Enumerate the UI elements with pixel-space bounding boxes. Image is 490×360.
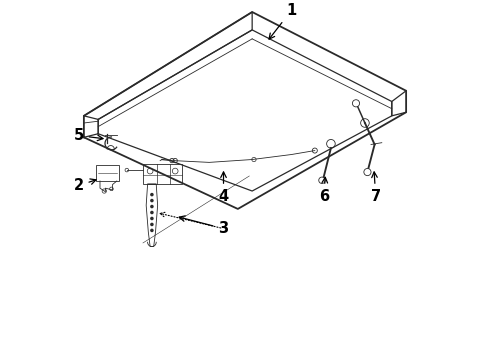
Circle shape — [151, 194, 153, 196]
Circle shape — [151, 217, 153, 220]
Text: 4: 4 — [219, 172, 228, 204]
Circle shape — [151, 229, 153, 231]
Text: 5: 5 — [74, 128, 103, 143]
Circle shape — [151, 223, 153, 225]
Circle shape — [151, 199, 153, 202]
Text: 7: 7 — [370, 172, 381, 204]
Circle shape — [151, 211, 153, 213]
Text: 6: 6 — [318, 177, 329, 204]
Text: 1: 1 — [269, 3, 296, 39]
Circle shape — [151, 206, 153, 208]
Text: 3: 3 — [179, 216, 228, 236]
Text: 2: 2 — [74, 178, 96, 193]
